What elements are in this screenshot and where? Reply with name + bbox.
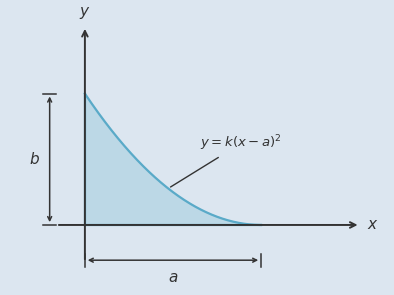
Text: $y$: $y$ bbox=[79, 5, 91, 21]
Text: $b$: $b$ bbox=[29, 151, 40, 167]
Text: $y = k(x - a)^2$: $y = k(x - a)^2$ bbox=[171, 134, 282, 187]
Text: $x$: $x$ bbox=[367, 217, 378, 232]
Polygon shape bbox=[85, 94, 261, 225]
Text: $a$: $a$ bbox=[168, 270, 178, 285]
